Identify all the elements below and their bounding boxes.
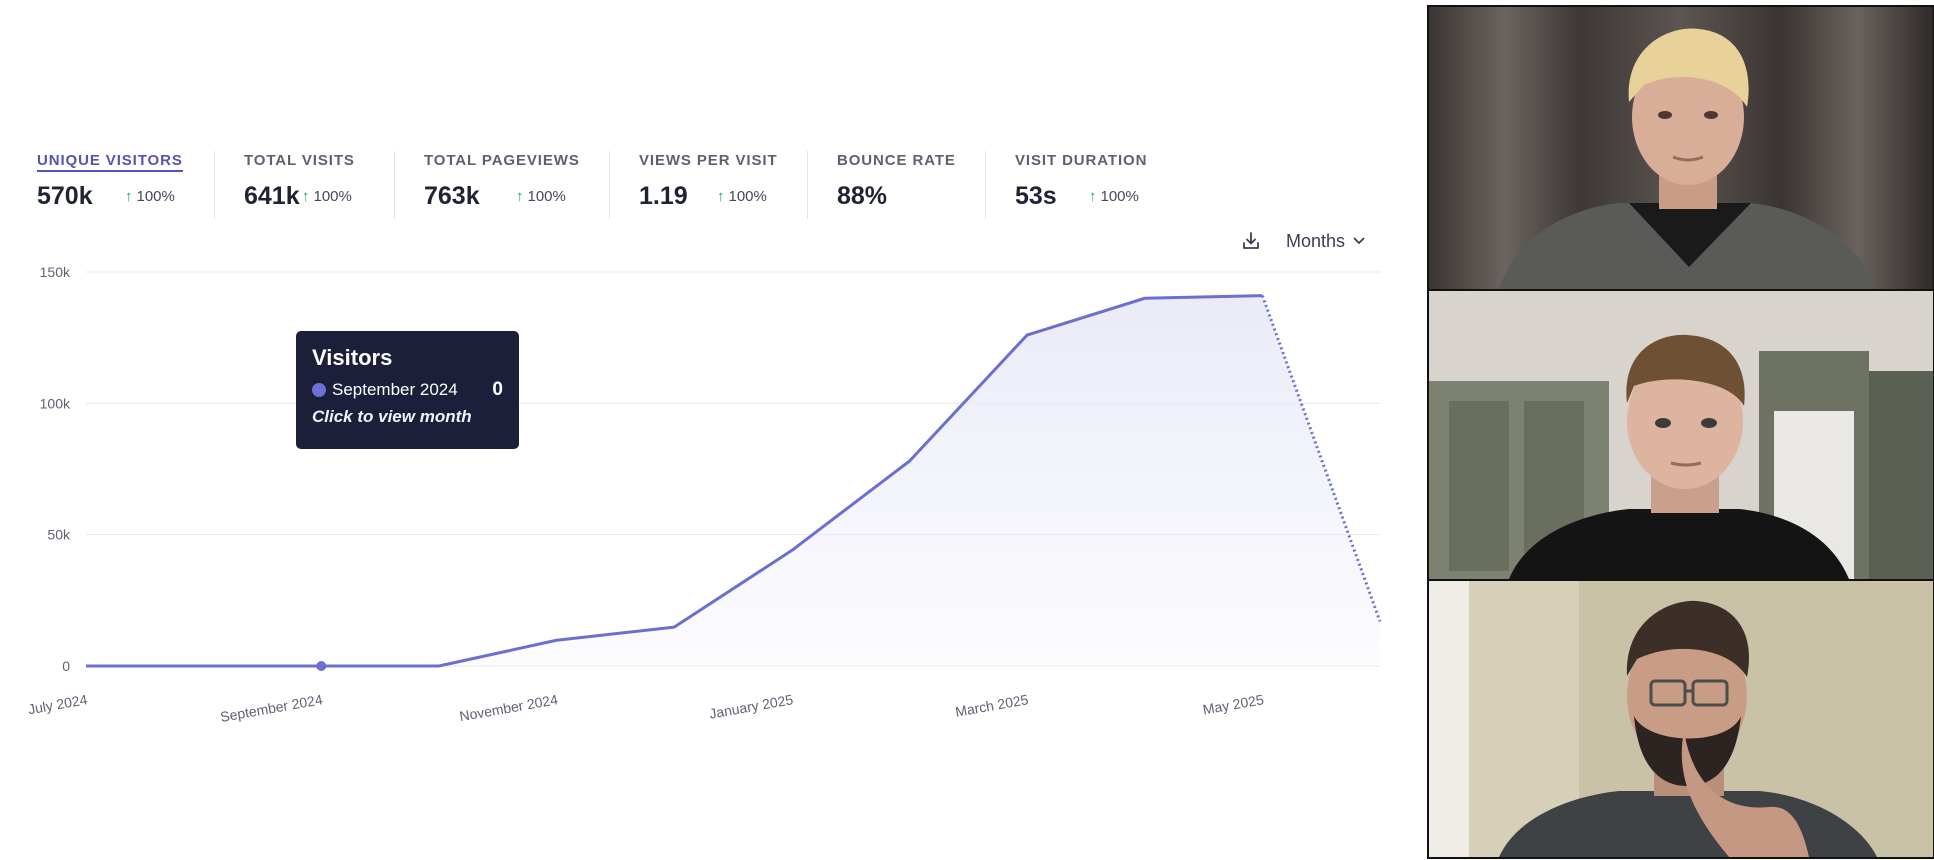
x-tick-label: March 2025 (954, 691, 1030, 720)
metric-value: 53s (1015, 182, 1057, 210)
visitors-chart[interactable]: 0 50k 100k 150k July 2024 September 2024 Nove… (0, 250, 1420, 750)
metric-label[interactable]: TOTAL PAGEVIEWS (424, 152, 580, 169)
chart-tooltip: Visitors September 2024 0 Click to view … (296, 331, 519, 449)
x-axis: July 2024 September 2024 November 2024 Janu… (27, 691, 1265, 725)
tooltip-row: September 2024 0 (312, 379, 503, 401)
series-line (86, 294, 1263, 668)
arrow-up-icon: ↑ (717, 188, 725, 205)
y-tick-label: 100k (40, 395, 71, 411)
x-tick-label: January 2025 (708, 691, 795, 722)
metric-label[interactable]: TOTAL VISITS (244, 152, 355, 169)
metric-value: 641k (244, 182, 300, 210)
download-button[interactable] (1238, 228, 1264, 254)
divider (807, 151, 808, 219)
tooltip-date: September 2024 (332, 380, 458, 399)
divider (609, 151, 610, 219)
participant-video-tile[interactable] (1427, 5, 1934, 291)
area-fill (86, 295, 1380, 666)
y-tick-label: 50k (47, 527, 71, 543)
arrow-up-icon: ↑ (302, 188, 310, 205)
participant-video (1429, 7, 1933, 289)
divider (214, 151, 215, 219)
y-tick-label: 0 (62, 658, 70, 674)
metric-label[interactable]: VISIT DURATION (1015, 152, 1148, 169)
arrow-up-icon: ↑ (125, 188, 133, 205)
participant-video-tile[interactable] (1427, 579, 1934, 859)
y-tick-label: 150k (40, 264, 71, 280)
x-tick-label: July 2024 (27, 691, 89, 717)
metric-label[interactable]: VIEWS PER VISIT (639, 152, 778, 169)
arrow-up-icon: ↑ (516, 188, 524, 205)
arrow-up-icon: ↑ (1089, 188, 1097, 205)
participant-video-tile[interactable] (1427, 289, 1934, 581)
metric-label[interactable]: UNIQUE VISITORS (37, 152, 183, 172)
metric-change: ↑ 100% (516, 188, 566, 205)
metric-label[interactable]: BOUNCE RATE (837, 152, 956, 169)
line-layer (86, 294, 1382, 671)
divider (985, 151, 986, 219)
metric-change: ↑ 100% (1089, 188, 1139, 205)
interval-select[interactable]: Months (1286, 231, 1365, 252)
chart-controls: Months (1238, 228, 1365, 254)
analytics-dashboard: UNIQUE VISITORS 570k ↑ 100% TOTAL VISITS … (0, 151, 1420, 750)
participant-video (1429, 291, 1933, 579)
metric-change: ↑ 100% (302, 188, 352, 205)
tooltip-title: Visitors (312, 345, 393, 370)
x-tick-label: September 2024 (219, 691, 324, 725)
metric-value: 1.19 (639, 182, 688, 210)
x-tick-label: November 2024 (458, 691, 559, 724)
download-icon (1243, 232, 1259, 249)
video-call-panel (1425, 0, 1934, 860)
divider (394, 151, 395, 219)
metric-change: ↑ 100% (717, 188, 767, 205)
metric-change: ↑ 100% (125, 188, 175, 205)
data-point (316, 661, 327, 671)
metric-value: 570k (37, 182, 93, 210)
area-layer (86, 295, 1380, 666)
x-tick-label: May 2025 (1202, 691, 1266, 717)
tooltip-value: 0 (492, 379, 503, 400)
chevron-down-icon (1353, 237, 1365, 245)
series-dot-icon (312, 383, 326, 397)
interval-label: Months (1286, 230, 1346, 251)
tooltip-hint: Click to view month (312, 407, 472, 426)
metric-value: 763k (424, 182, 480, 210)
participant-video (1429, 581, 1933, 857)
metric-value: 88% (837, 182, 888, 210)
